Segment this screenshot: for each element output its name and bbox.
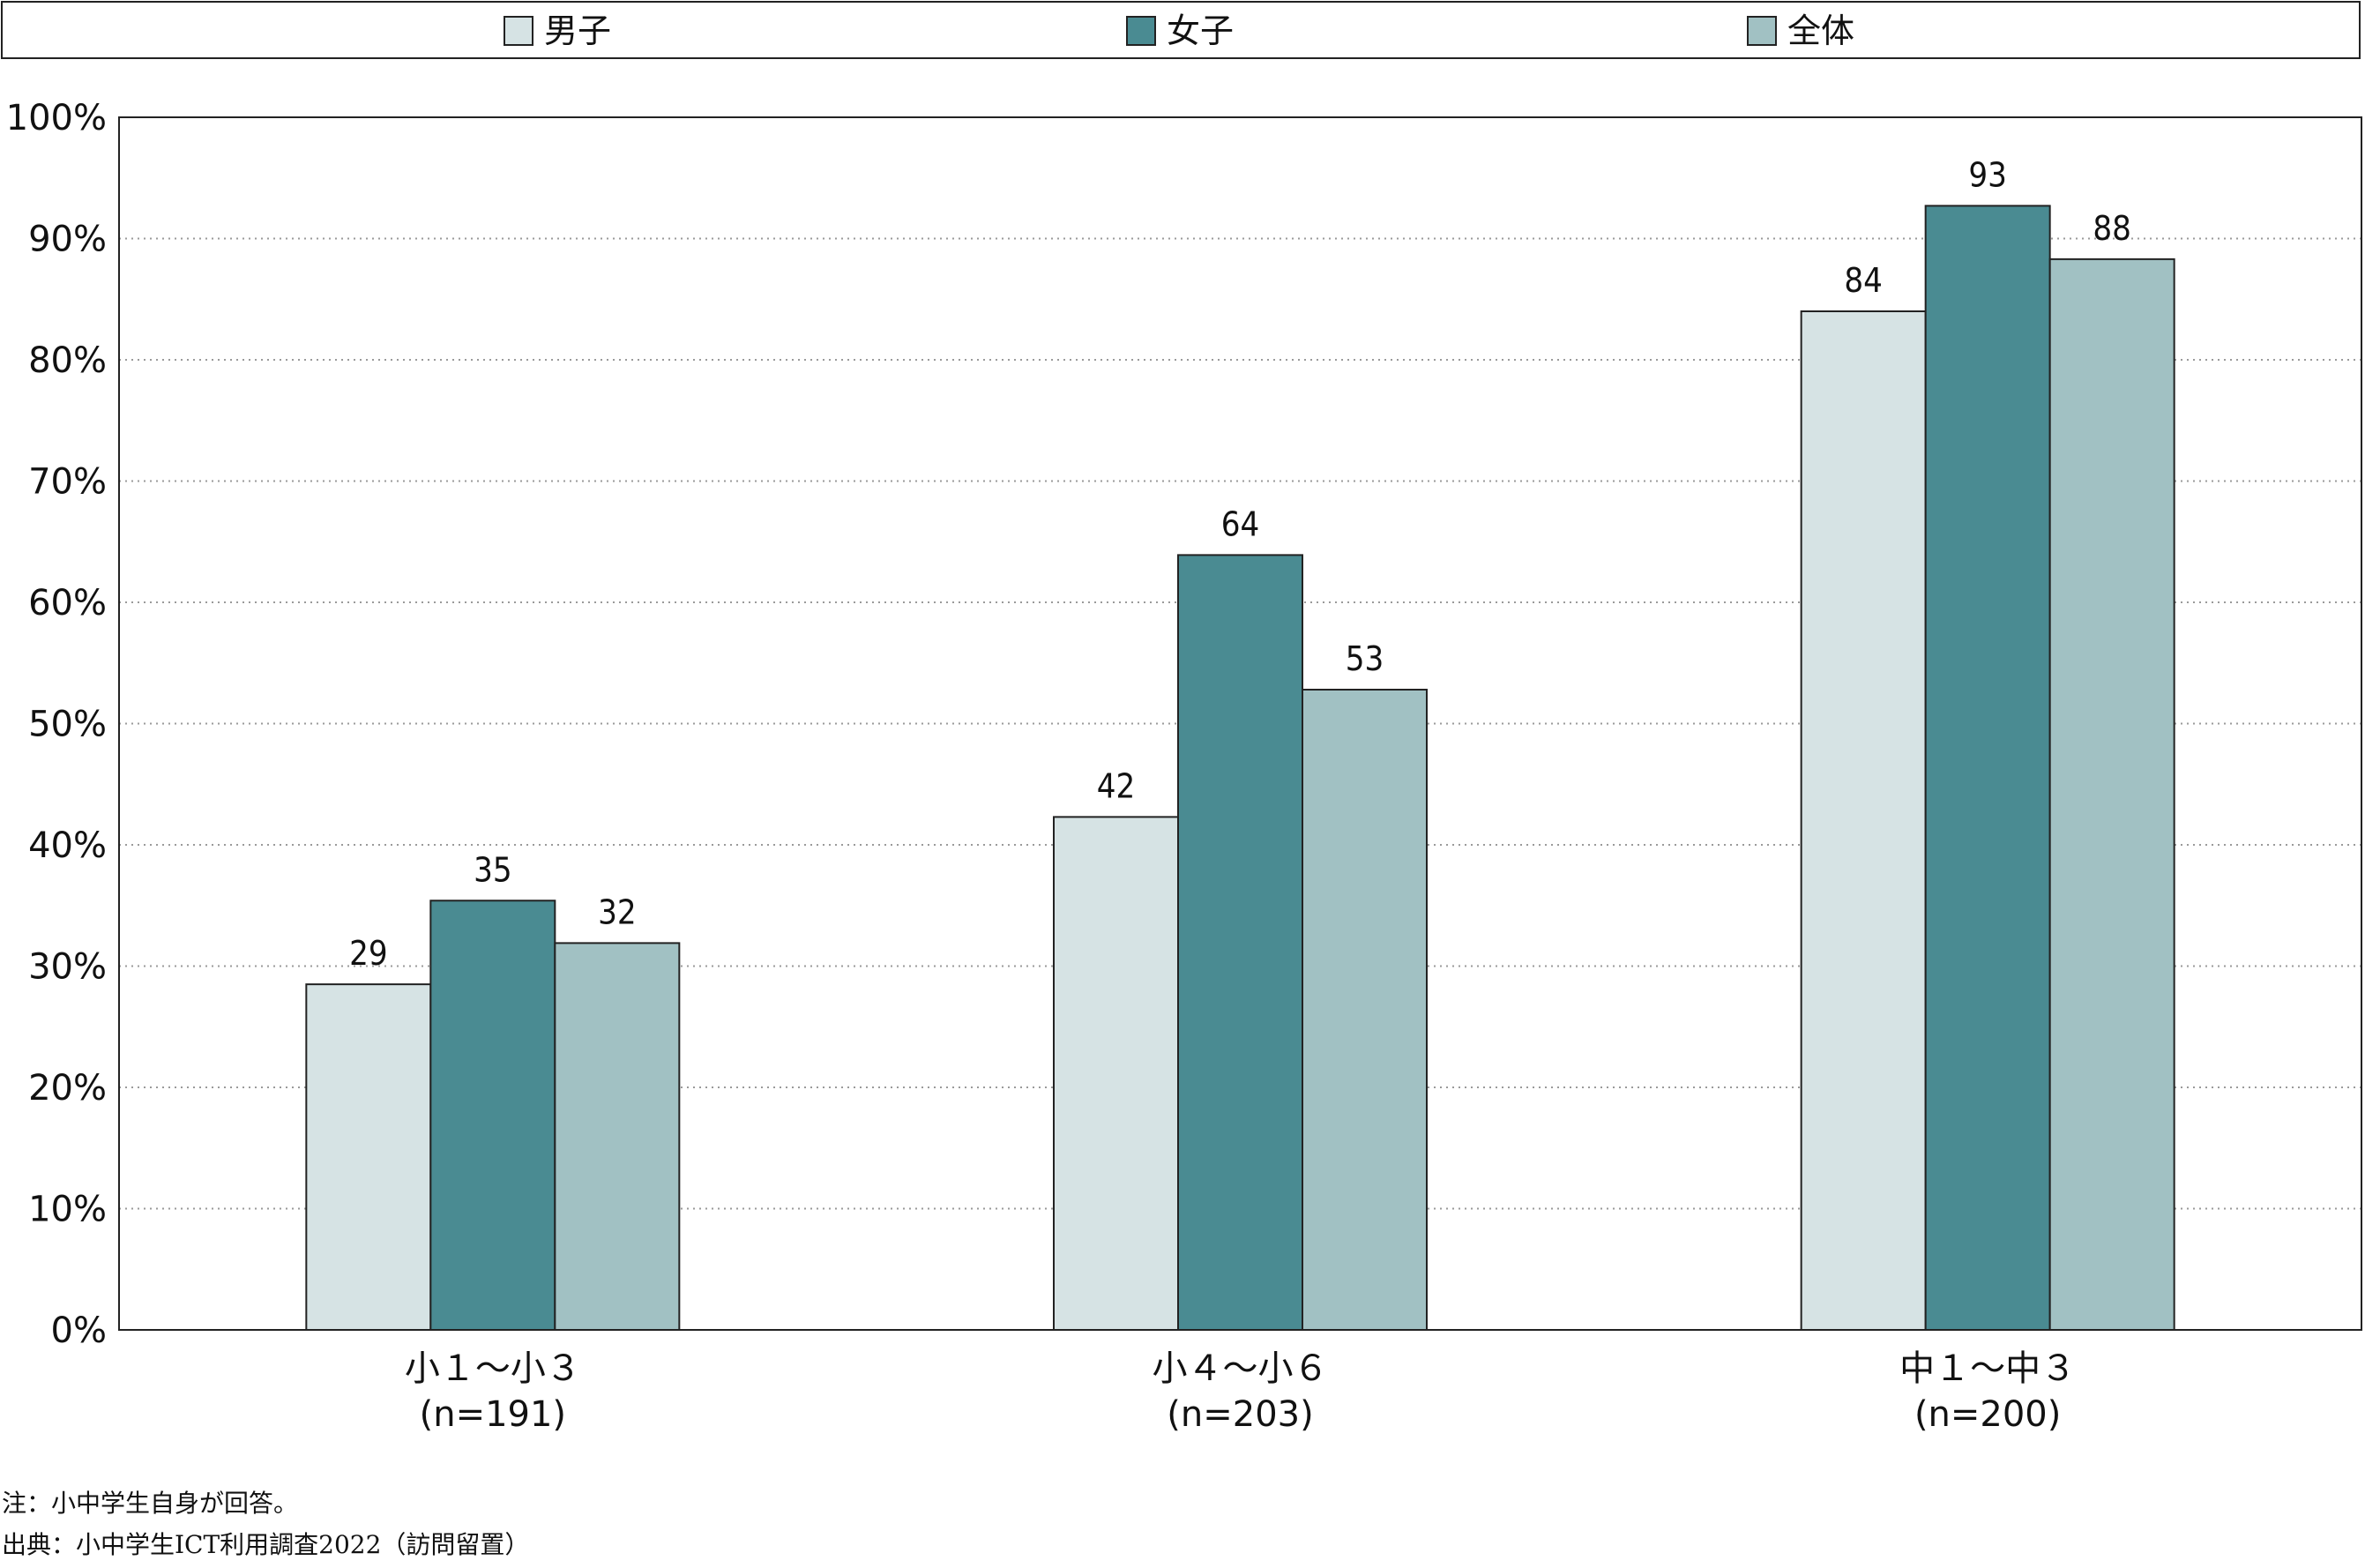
y-tick-label: 100%: [6, 98, 107, 138]
y-tick-label: 30%: [28, 947, 107, 988]
y-tick-label: 60%: [28, 583, 107, 623]
y-tick-label: 40%: [28, 825, 107, 866]
legend-item-total: 全体: [1747, 13, 1854, 49]
x-tick-label: 小４〜小６: [1153, 1348, 1329, 1389]
x-tick-label: 中１〜中３: [1899, 1348, 2076, 1389]
legend-label-male: 男子: [544, 11, 612, 50]
data-label-total: 32: [598, 892, 637, 931]
bar-male: [1800, 310, 1927, 1331]
chart-legend: 男子 女子 全体: [1, 1, 2361, 59]
y-tick-label: 50%: [28, 705, 107, 745]
data-label-female: 64: [1221, 504, 1260, 543]
y-tick-label: 20%: [28, 1068, 107, 1109]
legend-swatch-male: [504, 16, 533, 46]
legend-item-female: 女子: [1126, 13, 1234, 49]
bar-total: [554, 942, 681, 1331]
plot-frame: [118, 116, 2362, 1331]
bar-chart: 0% 10% 20% 30% 40% 50% 60% 70% 80% 90% 100% 29 35 32 小…: [6, 98, 2362, 1435]
y-tick-label: 0%: [51, 1310, 107, 1351]
bar-total: [1302, 689, 1428, 1331]
y-tick-label: 90%: [28, 220, 107, 260]
data-label-male: 84: [1844, 261, 1883, 300]
data-label-male: 29: [349, 934, 388, 973]
data-label-total: 53: [1346, 639, 1384, 678]
x-tick-label: 小１〜小３: [405, 1348, 581, 1389]
y-tick-label: 10%: [28, 1190, 107, 1230]
data-label-female: 93: [1968, 155, 2007, 194]
x-tick-sublabel: (n=200): [1914, 1394, 2061, 1435]
data-label-female: 35: [474, 850, 512, 889]
chart-note: 注：小中学生自身が回答。: [2, 1489, 299, 1518]
legend-swatch-female: [1126, 16, 1156, 46]
bar-female: [1177, 554, 1303, 1331]
chart-source: 出典：小中学生ICT利用調査2022（訪問留置）: [2, 1530, 530, 1559]
data-label-male: 42: [1097, 766, 1136, 805]
bar-male: [1053, 816, 1179, 1331]
legend-label-female: 女子: [1167, 11, 1235, 50]
bar-female: [429, 900, 556, 1331]
y-tick-label: 70%: [28, 462, 107, 503]
data-label-total: 88: [2093, 209, 2131, 248]
bar-total: [2048, 258, 2175, 1331]
legend-swatch-total: [1747, 16, 1777, 46]
x-tick-sublabel: (n=203): [1167, 1394, 1313, 1435]
bar-male: [305, 983, 432, 1331]
bar-female: [1924, 205, 2051, 1331]
x-tick-sublabel: (n=191): [420, 1394, 566, 1435]
y-tick-label: 80%: [28, 340, 107, 381]
legend-item-male: 男子: [504, 13, 611, 49]
legend-label-total: 全体: [1787, 11, 1855, 50]
